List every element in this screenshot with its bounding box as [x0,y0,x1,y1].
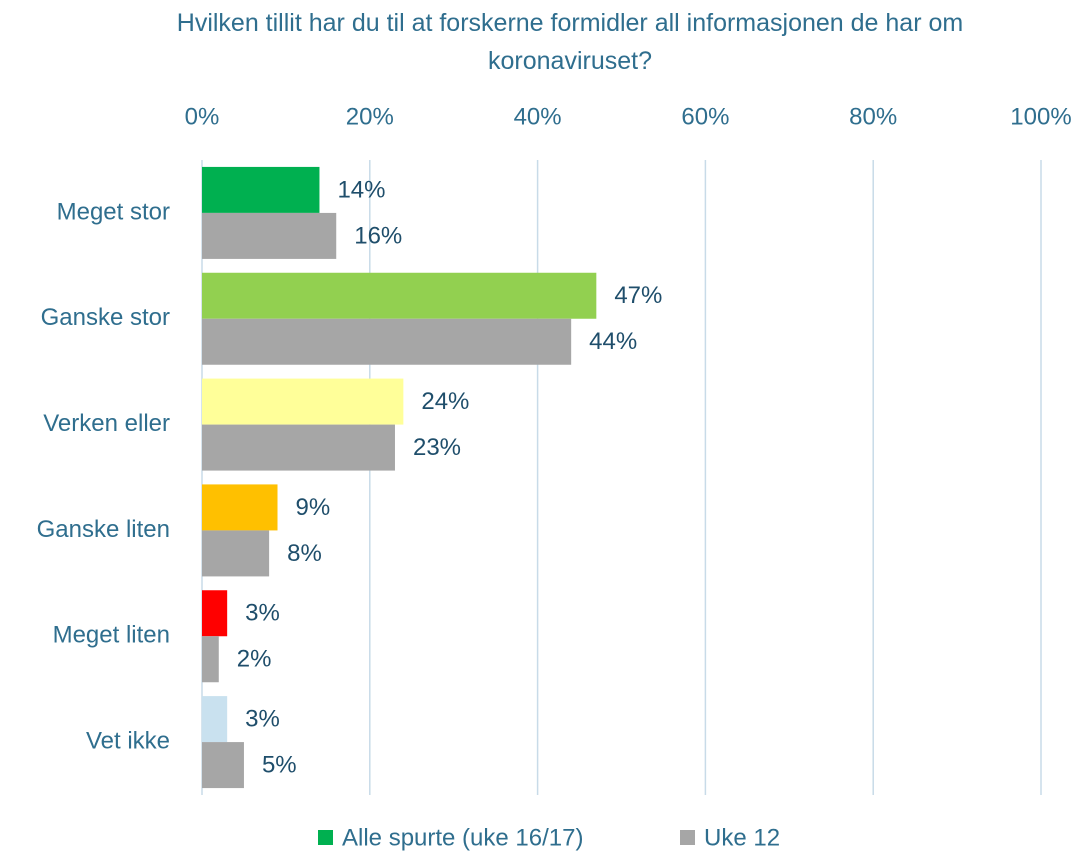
value-label: 14% [337,176,385,203]
bar [202,318,572,365]
bar [202,378,404,425]
x-tick-label: 80% [849,103,897,130]
category-label: Meget liten [53,622,170,649]
legend-label: Alle spurte (uke 16/17) [342,824,583,851]
value-label: 23% [413,434,461,461]
value-label: 47% [614,282,662,309]
value-label: 5% [262,751,297,778]
bar [202,212,337,259]
category-label: Vet ikke [86,727,170,754]
bar [202,590,228,637]
legend-swatch [318,830,333,845]
value-label: 24% [421,388,469,415]
value-label: 16% [354,222,402,249]
x-tick-label: 60% [681,103,729,130]
bar [202,636,219,683]
category-label: Verken eller [43,410,170,437]
category-label: Ganske liten [37,516,170,543]
bar [202,166,320,213]
bar [202,696,228,743]
value-label: 3% [245,705,280,732]
chart-title: Hvilken tillit har du til at forskerne f… [176,9,964,75]
value-label: 44% [589,328,637,355]
bar [202,484,278,531]
category-label: Meget stor [57,198,170,225]
value-label: 2% [237,646,272,673]
legend-swatch [680,830,695,845]
bar [202,272,597,319]
value-label: 3% [245,600,280,627]
category-label: Ganske stor [41,304,170,331]
value-label: 9% [296,494,331,521]
value-label: 8% [287,540,322,567]
bar [202,530,270,577]
x-tick-label: 0% [185,103,220,130]
x-tick-label: 100% [1010,103,1071,130]
bar [202,424,395,471]
bar [202,742,244,789]
x-tick-label: 40% [514,103,562,130]
legend-label: Uke 12 [704,824,780,851]
x-tick-label: 20% [346,103,394,130]
